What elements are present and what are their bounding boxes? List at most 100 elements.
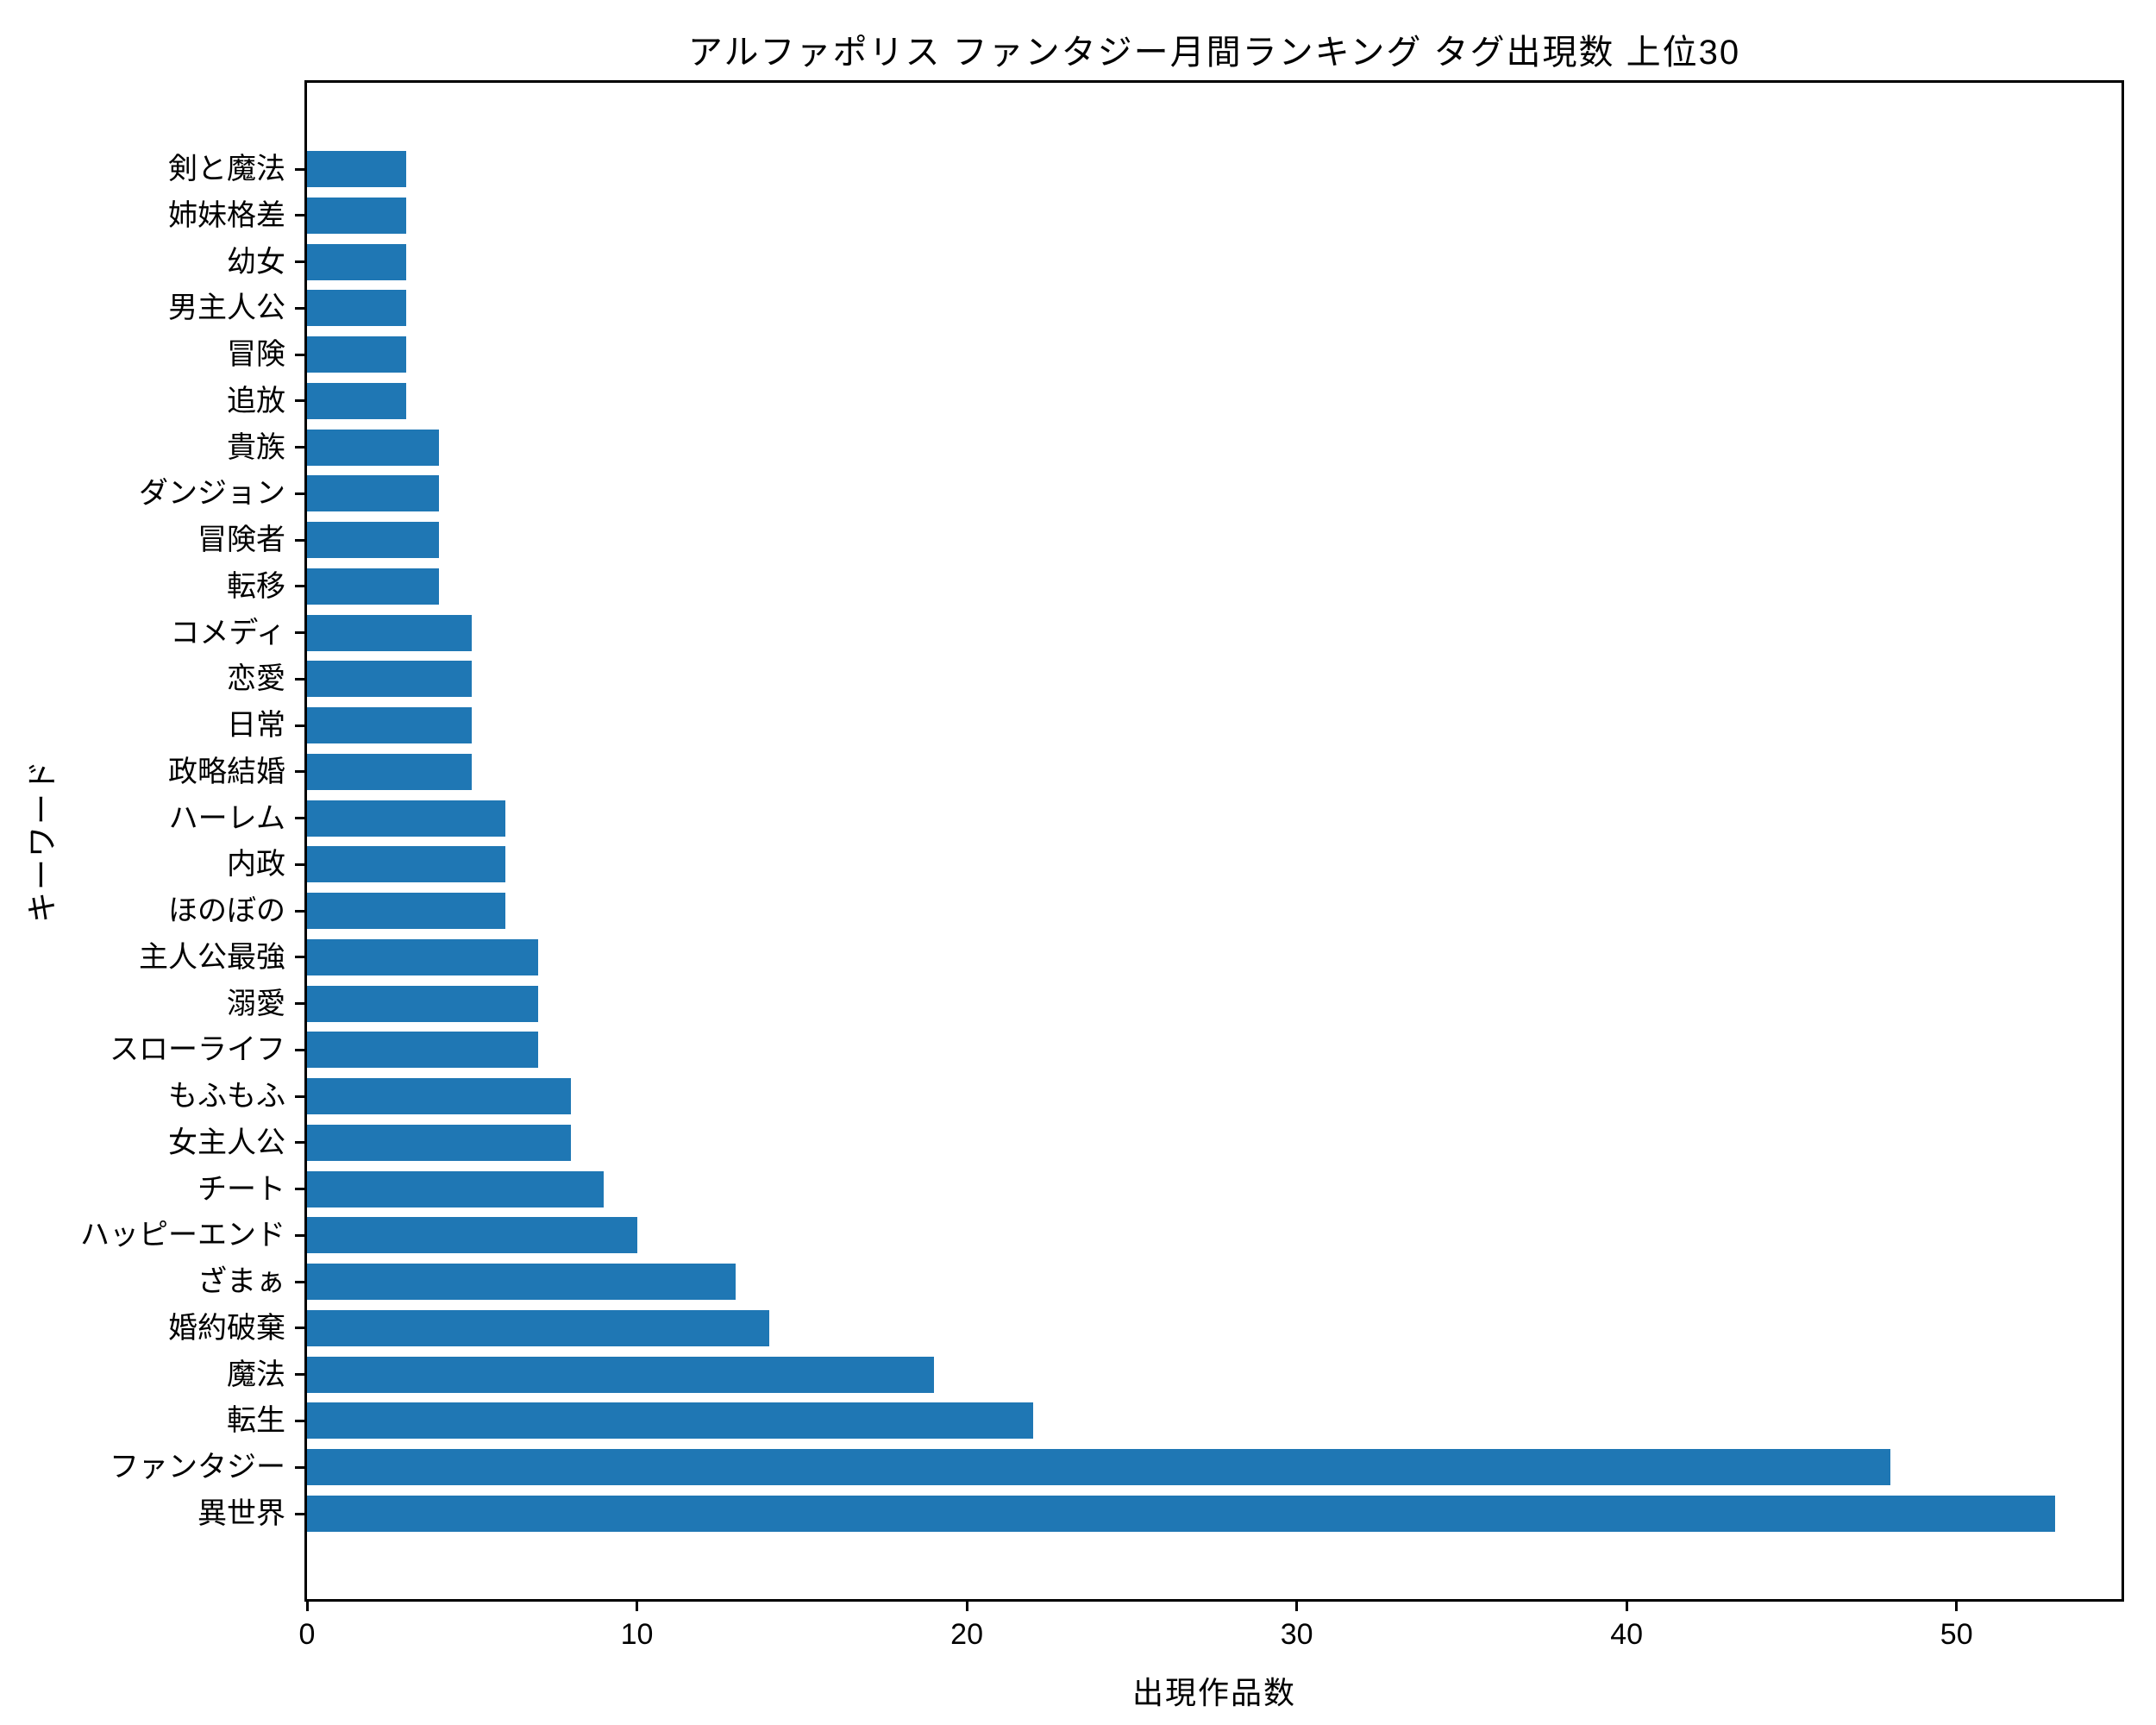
y-tick-mark bbox=[295, 1233, 307, 1237]
bar bbox=[307, 661, 473, 698]
x-tick-mark bbox=[636, 1599, 639, 1611]
bar bbox=[307, 1170, 605, 1208]
bar bbox=[307, 522, 440, 559]
y-tick-mark bbox=[295, 167, 307, 171]
y-tick-mark bbox=[295, 214, 307, 217]
plot-area: 出現作品数 キーワード 剣と魔法 姉妹格差 幼女 男主人公 冒険 追放 貴族 ダンジョン 冒険者… bbox=[24, 80, 2124, 1710]
y-tick-label: 冒険者 bbox=[197, 524, 285, 557]
y-tick-label: 女主人公 bbox=[168, 1126, 285, 1159]
y-tick-mark bbox=[295, 909, 307, 913]
y-tick-mark bbox=[295, 492, 307, 495]
y-tick-mark bbox=[295, 631, 307, 635]
y-tick-mark bbox=[295, 1048, 307, 1051]
y-tick-mark bbox=[295, 1002, 307, 1006]
y-tick-label: 異世界 bbox=[197, 1497, 285, 1530]
y-tick-mark bbox=[295, 956, 307, 959]
bar bbox=[307, 429, 440, 466]
y-tick-mark bbox=[295, 770, 307, 774]
bar bbox=[307, 753, 473, 790]
y-tick-label: 転生 bbox=[227, 1404, 285, 1438]
x-tick-mark bbox=[1295, 1599, 1299, 1611]
y-tick-label: ダンジョン bbox=[139, 477, 285, 511]
x-tick-label: 0 bbox=[298, 1618, 316, 1651]
y-tick-label: 魔法 bbox=[227, 1358, 285, 1391]
y-tick-label: ほのぼの bbox=[168, 894, 285, 928]
bar bbox=[307, 938, 538, 975]
y-tick-label: 婚約破棄 bbox=[168, 1311, 285, 1345]
bar bbox=[307, 290, 406, 327]
y-tick-label: もふもふ bbox=[168, 1080, 285, 1113]
y-tick-mark bbox=[295, 1188, 307, 1191]
y-tick-label: 日常 bbox=[227, 709, 285, 743]
bar bbox=[307, 1496, 2056, 1532]
bar bbox=[307, 1217, 637, 1254]
y-tick-label: 主人公最強 bbox=[139, 940, 285, 974]
y-tick-label: 追放 bbox=[227, 384, 285, 417]
x-axis-label: 出現作品数 bbox=[1131, 1675, 1296, 1710]
bar bbox=[307, 1078, 572, 1115]
y-tick-label: 姉妹格差 bbox=[168, 198, 285, 232]
bar bbox=[307, 893, 505, 930]
y-tick-label: 冒険 bbox=[227, 338, 285, 372]
x-tick-mark bbox=[305, 1599, 309, 1611]
y-tick-label: 幼女 bbox=[227, 245, 285, 279]
y-tick-mark bbox=[295, 862, 307, 866]
y-tick-mark bbox=[295, 1095, 307, 1098]
x-tick-label: 40 bbox=[1610, 1618, 1644, 1651]
bar bbox=[307, 1124, 572, 1161]
x-tick-label: 10 bbox=[620, 1618, 654, 1651]
x-tick-mark bbox=[1955, 1599, 1959, 1611]
chart-title: アルファポリス ファンタジー月間ランキング タグ出現数 上位30 bbox=[687, 34, 1741, 72]
y-tick-mark bbox=[295, 1419, 307, 1422]
bar bbox=[307, 243, 406, 280]
y-tick-label: チート bbox=[197, 1172, 285, 1206]
y-tick-label: 転移 bbox=[227, 569, 285, 603]
y-tick-mark bbox=[295, 1465, 307, 1469]
y-tick-mark bbox=[295, 677, 307, 681]
y-tick-mark bbox=[295, 306, 307, 310]
bar bbox=[307, 475, 440, 512]
x-tick-mark bbox=[965, 1599, 968, 1611]
y-tick-mark bbox=[295, 260, 307, 264]
bar bbox=[307, 1264, 736, 1301]
y-tick-mark bbox=[295, 724, 307, 727]
y-tick-label: ハーレム bbox=[168, 801, 285, 835]
bar bbox=[307, 382, 406, 419]
bar bbox=[307, 568, 440, 605]
y-tick-label: ざまぁ bbox=[197, 1265, 285, 1299]
y-tick-label: 貴族 bbox=[227, 430, 285, 464]
bar bbox=[307, 1356, 934, 1393]
y-tick-mark bbox=[295, 1280, 307, 1283]
y-tick-mark bbox=[295, 585, 307, 588]
bar bbox=[307, 800, 505, 837]
bar bbox=[307, 197, 406, 234]
y-tick-mark bbox=[295, 399, 307, 403]
x-tick-label: 20 bbox=[950, 1618, 983, 1651]
y-tick-label: ファンタジー bbox=[110, 1451, 285, 1484]
bar bbox=[307, 614, 473, 651]
bar bbox=[307, 1032, 538, 1069]
bar bbox=[307, 985, 538, 1022]
y-tick-label: 恋愛 bbox=[227, 662, 285, 696]
y-tick-mark bbox=[295, 538, 307, 542]
y-tick-mark bbox=[295, 1327, 307, 1330]
y-tick-label: 政略結婚 bbox=[168, 755, 285, 788]
y-tick-label: コメディ bbox=[170, 616, 285, 649]
y-tick-mark bbox=[295, 1141, 307, 1145]
x-tick-mark bbox=[1625, 1599, 1628, 1611]
y-tick-label: 男主人公 bbox=[168, 292, 285, 325]
bar bbox=[307, 1309, 769, 1346]
bar bbox=[307, 336, 406, 373]
y-tick-label: 剣と魔法 bbox=[168, 153, 285, 185]
y-tick-mark bbox=[295, 1373, 307, 1377]
bar bbox=[307, 151, 406, 187]
y-tick-label: スローライフ bbox=[110, 1033, 285, 1067]
y-tick-label: ハッピーエンド bbox=[80, 1219, 285, 1252]
bar bbox=[307, 1402, 1033, 1440]
y-tick-label: 溺愛 bbox=[227, 987, 285, 1020]
y-tick-label: 内政 bbox=[227, 848, 285, 881]
y-tick-mark bbox=[295, 353, 307, 356]
bar bbox=[307, 846, 505, 883]
x-tick-label: 50 bbox=[1940, 1618, 1973, 1651]
